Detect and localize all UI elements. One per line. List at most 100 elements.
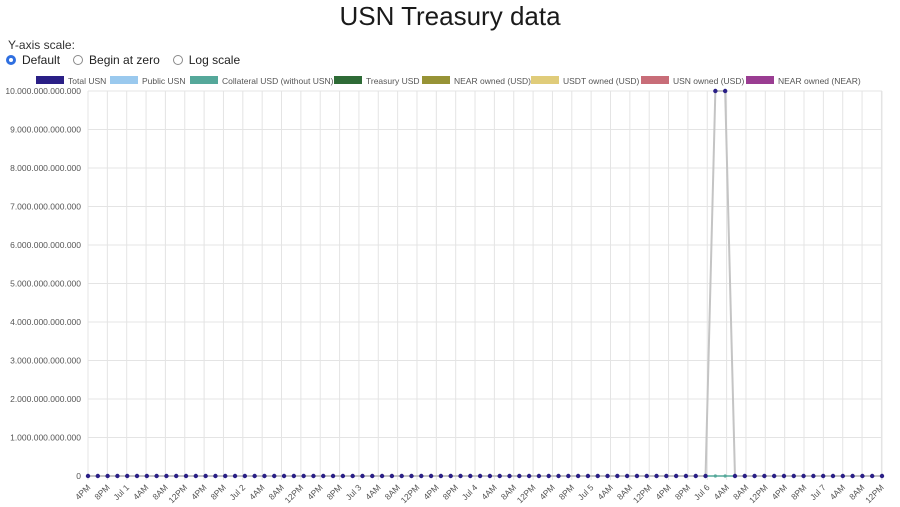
data-point (183, 473, 189, 479)
data-point (95, 473, 101, 479)
data-point (615, 473, 620, 479)
x-tick-label: 12PM (166, 482, 189, 505)
data-point (693, 473, 698, 479)
data-point (232, 473, 238, 479)
x-tick-label: 4AM (595, 482, 614, 501)
x-tick-label: 4PM (770, 482, 789, 501)
data-point (448, 473, 453, 479)
legend-label: NEAR owned (NEAR) (778, 76, 861, 86)
scale-option-begin-at-zero[interactable]: Begin at zero (73, 53, 160, 67)
data-point (497, 473, 502, 479)
data-point (311, 473, 316, 479)
x-tick-label: Jul 6 (692, 482, 712, 502)
legend-swatch (190, 76, 218, 84)
x-tick-label: 8PM (789, 482, 808, 501)
x-tick-label: 4PM (421, 482, 440, 501)
data-point (595, 473, 600, 479)
data-point (477, 473, 483, 479)
x-tick-label: Jul 5 (576, 482, 596, 502)
data-point (321, 473, 326, 479)
y-tick-label: 2.000.000.000.000 (10, 394, 81, 404)
scale-option-log-scale[interactable]: Log scale (172, 53, 240, 67)
data-point (370, 473, 375, 479)
legend-swatch (422, 76, 450, 84)
data-point (723, 474, 727, 478)
x-tick-label: 8PM (673, 482, 692, 501)
radio-begin-at-zero[interactable] (73, 55, 84, 65)
data-point (85, 473, 91, 479)
x-tick-label: 8PM (208, 482, 227, 501)
data-point (203, 473, 208, 479)
data-point (134, 473, 140, 479)
data-point (605, 473, 610, 479)
data-point (144, 473, 150, 479)
data-point (664, 473, 669, 479)
y-tick-label: 10.000.000.000.000 (5, 86, 81, 96)
data-point (105, 473, 110, 479)
y-tick-label: 5.000.000.000.000 (10, 279, 81, 289)
legend-label: USDT owned (USD) (563, 76, 640, 86)
page-title: USN Treasury data (339, 1, 561, 31)
y-tick-label: 9.000.000.000.000 (10, 125, 81, 135)
data-point (360, 473, 365, 479)
data-point (820, 473, 826, 479)
y-tick-label: 1.000.000.000.000 (10, 433, 81, 443)
x-tick-label: 4AM (712, 482, 731, 501)
data-point (468, 473, 473, 479)
y-tick-label: 7.000.000.000.000 (10, 202, 81, 212)
data-point (340, 473, 346, 479)
data-point (213, 473, 218, 479)
x-tick-label: 4PM (654, 482, 673, 501)
data-point (850, 473, 855, 479)
data-point (389, 473, 395, 479)
x-tick-label: 4PM (305, 482, 324, 501)
data-point (507, 473, 512, 479)
data-point (223, 473, 228, 479)
data-point (713, 474, 717, 478)
data-point (125, 473, 130, 479)
data-point (428, 473, 434, 479)
x-tick-label: 4PM (189, 482, 208, 501)
data-point (330, 473, 336, 479)
data-point (879, 473, 885, 479)
data-point (860, 473, 865, 479)
data-point (379, 473, 385, 479)
data-point (115, 473, 120, 479)
legend-swatch (746, 76, 774, 84)
legend-label: Collateral USD (without USN) (222, 76, 334, 86)
legend-swatch (641, 76, 669, 84)
data-point (174, 473, 179, 479)
data-point (703, 473, 708, 479)
data-point (262, 473, 267, 479)
scale-option-default[interactable]: Default (6, 53, 60, 67)
data-point (575, 473, 581, 479)
x-tick-label: 4AM (131, 482, 150, 501)
legend-label: Total USN (68, 76, 106, 86)
data-point (193, 473, 199, 479)
data-point (438, 473, 444, 479)
data-point (644, 473, 649, 479)
x-tick-label: 12PM (747, 482, 770, 505)
x-tick-label: 12PM (863, 482, 886, 505)
series-line (88, 90, 882, 477)
radio-default[interactable] (6, 55, 16, 65)
data-point (791, 473, 796, 479)
x-tick-label: 4AM (363, 482, 382, 501)
data-point (419, 473, 424, 479)
x-tick-label: 4AM (479, 482, 498, 501)
scale-option-begin-at-zero-label: Begin at zero (89, 53, 160, 67)
data-point (154, 473, 159, 479)
x-tick-label: 4PM (537, 482, 556, 501)
treasury-line-chart: Total USN Public USN Collateral USD (witho… (5, 76, 886, 505)
y-tick-label: 4.000.000.000.000 (10, 317, 81, 327)
legend-label: Public USN (142, 76, 185, 86)
legend-label: NEAR owned (USD) (454, 76, 531, 86)
y-axis-scale-label: Y-axis scale: (8, 38, 75, 52)
data-point (517, 473, 522, 479)
data-point (742, 473, 747, 479)
radio-log-scale[interactable] (172, 55, 183, 65)
data-point (624, 473, 630, 479)
data-point (673, 473, 679, 479)
legend-swatch (531, 76, 559, 84)
data-point (301, 473, 306, 479)
